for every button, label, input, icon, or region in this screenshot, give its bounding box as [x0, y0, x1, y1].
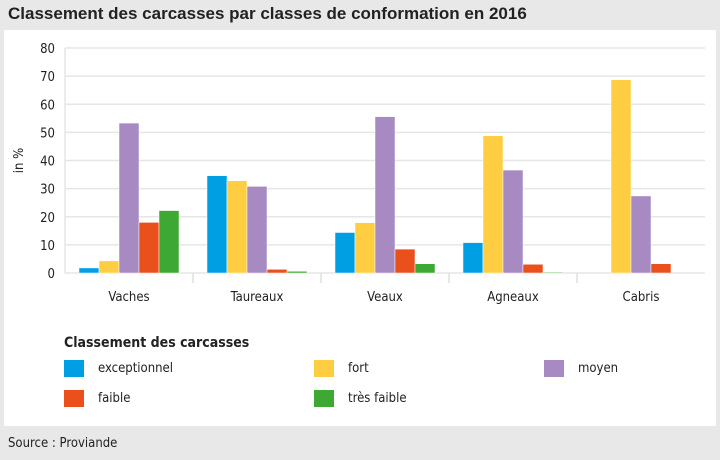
- bar-faible-cabris: [650, 263, 672, 274]
- bar-fort-veaux: [354, 222, 376, 274]
- y-tick-label: 0: [48, 267, 55, 282]
- bar-très-faible-agneaux: [542, 271, 564, 274]
- bar-moyen-vaches: [118, 122, 140, 274]
- bar-moyen-cabris: [630, 195, 652, 274]
- y-tick-label: 20: [40, 211, 55, 226]
- bar-exceptionnel-vaches: [78, 267, 100, 274]
- x-tick-label: Vaches: [108, 290, 149, 305]
- legend-swatch: [64, 360, 84, 377]
- x-tick-label: Cabris: [623, 290, 660, 305]
- y-tick-label: 10: [40, 239, 55, 254]
- y-axis-label: in %: [12, 148, 27, 174]
- bar-fort-cabris: [610, 79, 632, 274]
- legend-swatch: [314, 360, 334, 377]
- legend-swatch: [314, 390, 334, 407]
- legend-swatch: [544, 360, 564, 377]
- x-tick-label: Veaux: [367, 290, 403, 305]
- legend-item: exceptionnel: [64, 360, 173, 377]
- legend-item: faible: [64, 390, 130, 407]
- bar-fort-vaches: [98, 260, 120, 274]
- legend-label: très faible: [348, 391, 407, 406]
- bar-très-faible-taureaux: [286, 271, 308, 274]
- legend-label: fort: [348, 361, 369, 376]
- bar-exceptionnel-agneaux: [462, 242, 484, 274]
- legend-title: Classement des carcasses: [64, 335, 250, 351]
- legend-swatch: [64, 390, 84, 407]
- bar-très-faible-vaches: [158, 210, 180, 274]
- legend-item: moyen: [544, 360, 618, 377]
- bar-très-faible-veaux: [414, 263, 436, 274]
- bar-fort-taureaux: [226, 180, 248, 274]
- y-tick-label: 60: [40, 98, 55, 113]
- x-tick-label: Taureaux: [230, 290, 284, 305]
- y-tick-label: 80: [40, 42, 55, 57]
- legend-label: faible: [98, 391, 131, 406]
- bar-moyen-veaux: [374, 116, 396, 274]
- bar-moyen-taureaux: [246, 186, 268, 274]
- bar-faible-taureaux: [266, 269, 288, 274]
- bar-moyen-agneaux: [502, 169, 524, 274]
- legend-label: exceptionnel: [98, 361, 173, 376]
- legend-label: moyen: [578, 361, 619, 376]
- source-note: Source : Proviande: [8, 436, 118, 451]
- x-tick-label: Agneaux: [487, 290, 539, 305]
- legend-item: très faible: [314, 390, 407, 407]
- legend-item: fort: [314, 360, 369, 377]
- chart-panel: 0 10 20 30 40 50 60 70 80 in % Vaches Taureaux Veaux…: [4, 30, 716, 426]
- y-tick-label: 40: [40, 155, 55, 170]
- bar-fort-agneaux: [482, 135, 504, 274]
- bar-faible-agneaux: [522, 264, 544, 274]
- bar-exceptionnel-taureaux: [206, 175, 228, 274]
- chart-title: Classement des carcasses par classes de …: [8, 4, 527, 23]
- y-tick-label: 70: [40, 70, 55, 85]
- bar-faible-veaux: [394, 248, 416, 274]
- bar-faible-vaches: [138, 222, 160, 274]
- bar-chart: 0 10 20 30 40 50 60 70 80 in % Vaches Taureaux Veaux…: [12, 42, 705, 305]
- y-tick-label: 30: [40, 183, 55, 198]
- y-tick-label: 50: [40, 126, 55, 141]
- bar-exceptionnel-veaux: [334, 232, 356, 274]
